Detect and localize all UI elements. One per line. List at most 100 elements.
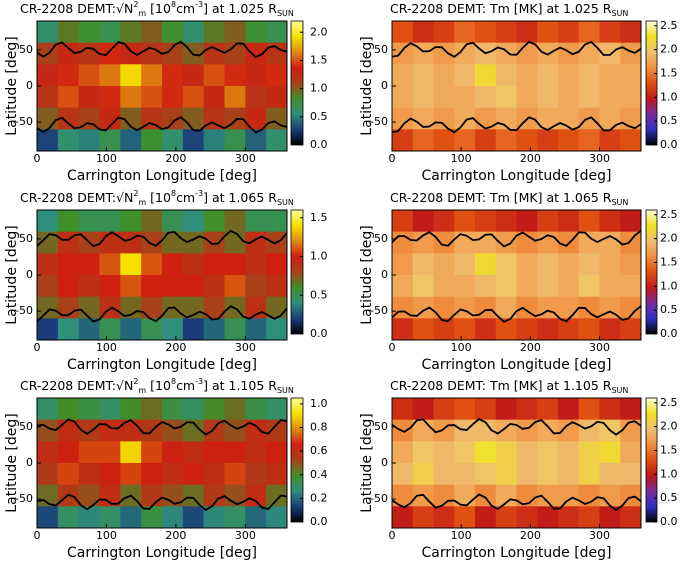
heatmap-cell <box>203 398 225 421</box>
contour-line <box>36 418 288 436</box>
heatmap-cell <box>578 419 600 442</box>
heatmap-cell <box>578 129 600 152</box>
heatmap-cell <box>141 253 163 276</box>
heatmap-cell <box>495 210 517 233</box>
heatmap-cell <box>392 441 414 464</box>
heatmap-cell <box>495 318 517 341</box>
heatmap-cell <box>57 463 80 486</box>
heatmap-cell <box>37 506 59 529</box>
title-part: SUN <box>277 9 294 18</box>
heatmap-cell <box>620 296 642 319</box>
heatmap-cell <box>599 210 621 233</box>
heatmap-cell <box>599 318 621 341</box>
contour-line <box>391 229 642 248</box>
x-tick-label: 0 <box>34 341 41 354</box>
heatmap-cell <box>495 296 517 319</box>
y-tick-label: 0 <box>26 456 33 469</box>
heatmap-cell <box>224 231 246 254</box>
heatmap-cell <box>578 318 600 341</box>
heatmap-cell <box>245 296 267 319</box>
heatmap-cell <box>599 441 621 464</box>
heatmap-cell <box>433 441 455 464</box>
heatmap-cell <box>433 64 455 87</box>
title-part: [10 <box>146 190 171 205</box>
heatmap-cell <box>392 107 414 130</box>
heatmap-cell <box>454 86 476 109</box>
heatmap-cell <box>182 107 205 130</box>
heatmap-cell <box>558 210 580 233</box>
colorbar-tick-label: 2.0 <box>660 232 678 245</box>
heatmap-cell <box>516 441 538 464</box>
heatmap-cell <box>99 129 121 152</box>
y-tick-label: -50 <box>15 492 33 505</box>
heatmap-cell <box>203 318 225 341</box>
y-axis-label: Latitude [deg] <box>359 36 375 135</box>
colorbar-tick-label: 0.4 <box>310 468 328 481</box>
heatmap-cell <box>78 398 100 421</box>
heatmap-cell <box>433 296 455 319</box>
heatmap-cell <box>162 419 184 442</box>
heatmap-cell <box>433 398 455 421</box>
heatmap-cell <box>412 107 434 130</box>
heatmap-cell <box>162 398 184 421</box>
colorbar <box>645 20 658 146</box>
heatmap-cell <box>141 463 163 486</box>
x-tick-label: 100 <box>451 529 472 542</box>
title-part: cm <box>176 190 195 205</box>
heatmap-cell <box>433 419 455 442</box>
colorbar-tick-label: 1.0 <box>660 90 678 103</box>
heatmap-cell <box>266 42 288 65</box>
heatmap-cell <box>162 86 184 109</box>
heatmap-cell <box>224 86 246 109</box>
heatmap-cell <box>433 21 455 44</box>
heatmap-cell <box>224 21 246 44</box>
heatmap-cell <box>141 64 163 87</box>
heatmap-cell <box>203 253 225 276</box>
heatmap-cell <box>120 398 142 421</box>
heatmap-cell <box>182 296 205 319</box>
heatmap-cell <box>392 86 414 109</box>
title-part: -3 <box>195 0 203 9</box>
y-tick-label: 50 <box>19 232 33 245</box>
heatmap-cell <box>537 506 559 529</box>
colorbar-tick-label: 1.0 <box>660 467 678 480</box>
contour-line <box>36 229 288 248</box>
heatmap-cell <box>182 129 205 152</box>
heatmap-cell <box>120 275 142 298</box>
y-tick-label: 50 <box>19 420 33 433</box>
heatmap-cell <box>578 21 600 44</box>
x-axis-label: Carrington Longitude [deg] <box>67 168 257 184</box>
heatmap-cell <box>182 441 205 464</box>
heatmap-cell <box>245 21 267 44</box>
colorbar-tick-label: 0.5 <box>310 288 328 301</box>
contour-line <box>391 305 642 323</box>
heatmap-cell <box>78 42 100 65</box>
heatmap-cell <box>162 21 184 44</box>
title-part: -3 <box>195 377 203 386</box>
heatmap-cell <box>162 129 184 152</box>
title-part: -3 <box>195 189 203 198</box>
heatmap-cell <box>182 21 205 44</box>
heatmap-cell <box>516 86 538 109</box>
heatmap-cell <box>516 231 538 254</box>
title-part: cm <box>176 378 195 393</box>
heatmap-cell <box>57 107 80 130</box>
colorbar <box>290 209 304 335</box>
x-axis-label: Carrington Longitude [deg] <box>421 168 611 184</box>
heatmap-cell <box>412 21 434 44</box>
heatmap-cell <box>78 419 100 442</box>
colorbar-tick-label: 0.8 <box>310 421 328 434</box>
heatmap-cell <box>495 86 517 109</box>
heatmap-cell <box>57 318 80 341</box>
heatmap-cell <box>120 107 142 130</box>
heatmap-cell <box>99 419 121 442</box>
title-part: SUN <box>611 9 628 18</box>
heatmap-cell <box>224 463 246 486</box>
heatmap-cell <box>78 463 100 486</box>
heatmap-cell <box>141 441 163 464</box>
title-part: 8 <box>171 189 176 198</box>
heatmap-cell <box>182 231 205 254</box>
x-tick-label: 200 <box>165 341 186 354</box>
heatmap-cell <box>516 463 538 486</box>
